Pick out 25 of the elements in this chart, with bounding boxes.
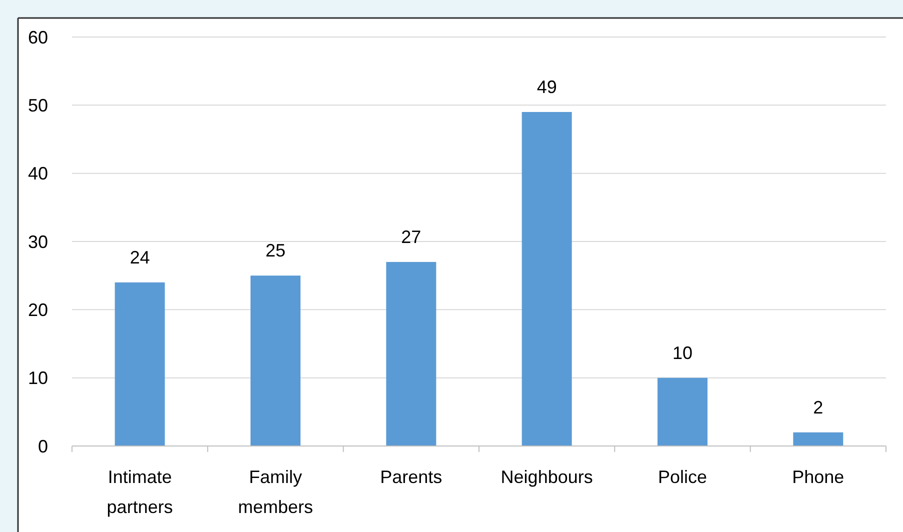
bar <box>386 262 436 446</box>
y-tick-label: 30 <box>28 232 48 252</box>
data-label: 25 <box>265 240 286 261</box>
x-tick-label: Intimate partners <box>106 467 173 517</box>
y-tick-label: 50 <box>28 95 48 116</box>
data-label: 2 <box>813 397 824 418</box>
y-tick-label: 0 <box>38 436 48 456</box>
y-tick-label: 10 <box>28 368 48 388</box>
data-label: 24 <box>130 247 150 268</box>
y-tick-label: 40 <box>28 164 48 184</box>
y-tick-label: 20 <box>28 300 48 320</box>
x-tick-label: Family members <box>238 467 314 517</box>
bar <box>522 112 572 446</box>
data-label: 27 <box>401 226 422 247</box>
x-tick-label: Parents <box>380 467 442 487</box>
bar <box>793 432 844 446</box>
x-tick-label: Phone <box>792 467 844 487</box>
data-label: 49 <box>536 76 557 97</box>
bar <box>250 276 300 446</box>
x-tick-label: Neighbours <box>500 467 593 487</box>
bar <box>658 378 708 446</box>
y-tick-label: 60 <box>28 27 48 48</box>
bar <box>114 282 165 446</box>
x-tick-label: Police <box>658 467 708 487</box>
data-label: 10 <box>672 342 693 363</box>
